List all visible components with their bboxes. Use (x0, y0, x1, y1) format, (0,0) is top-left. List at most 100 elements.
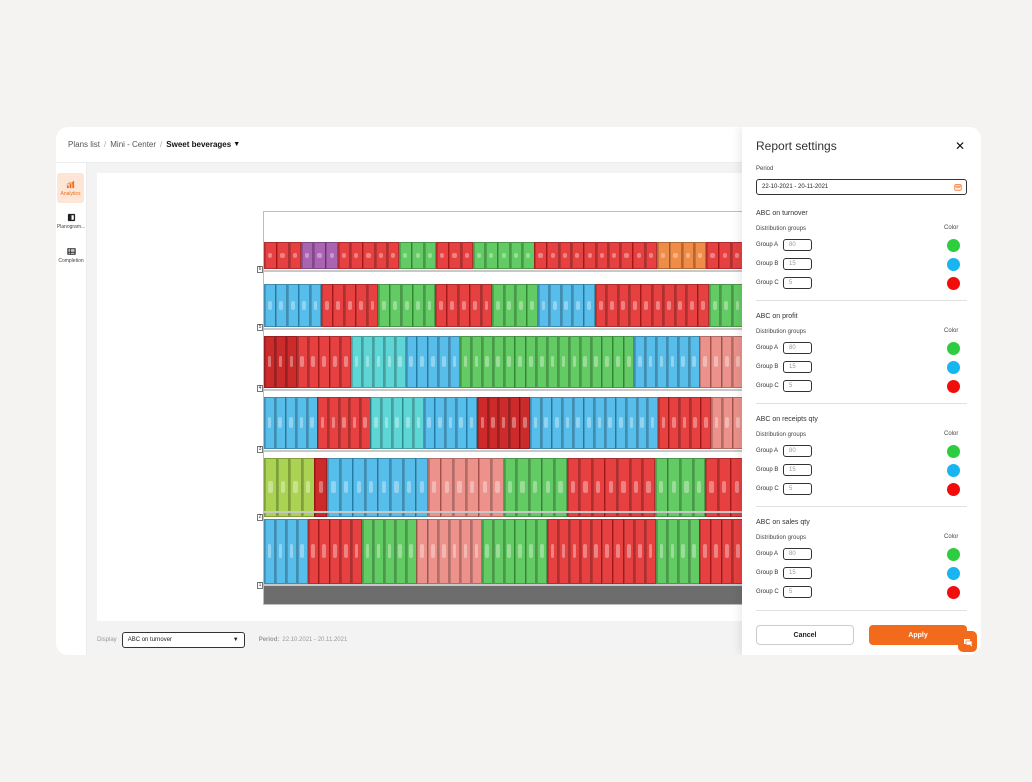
product-facing[interactable] (547, 519, 559, 584)
product-facing[interactable] (372, 336, 385, 388)
product-facing[interactable] (699, 336, 711, 388)
breadcrumb-current[interactable]: Sweet beverages (166, 140, 232, 149)
product-facing[interactable] (306, 397, 318, 449)
product-facing[interactable] (274, 519, 287, 584)
product-facing[interactable] (623, 519, 635, 584)
product-facing[interactable] (629, 458, 643, 517)
product-facing[interactable] (307, 336, 319, 388)
product-facing[interactable] (264, 397, 275, 449)
product-facing[interactable] (669, 242, 682, 269)
group-color-swatch[interactable] (947, 586, 960, 599)
product-facing[interactable] (314, 458, 328, 517)
product-facing[interactable] (677, 336, 689, 388)
product-facing[interactable] (412, 284, 424, 327)
product-facing[interactable] (340, 336, 352, 388)
product-facing[interactable] (276, 242, 289, 269)
product-facing[interactable] (466, 397, 478, 449)
product-facing[interactable] (593, 397, 605, 449)
product-facing[interactable] (332, 284, 345, 327)
product-facing[interactable] (625, 397, 637, 449)
product-facing[interactable] (528, 458, 542, 517)
product-facing[interactable] (666, 519, 678, 584)
period-date-input[interactable]: 22-10-2021 - 20-11-2021 (756, 179, 967, 195)
product-facing[interactable] (547, 336, 559, 388)
product-facing[interactable] (327, 397, 339, 449)
product-facing[interactable] (579, 458, 593, 517)
product-facing[interactable] (435, 242, 449, 269)
product-facing[interactable] (503, 519, 515, 584)
product-facing[interactable] (405, 519, 417, 584)
product-facing[interactable] (541, 458, 555, 517)
product-facing[interactable] (449, 336, 461, 388)
product-facing[interactable] (708, 284, 721, 327)
product-facing[interactable] (399, 242, 412, 269)
product-facing[interactable] (654, 458, 668, 517)
group-percent-input[interactable]: 15 (783, 567, 812, 579)
product-facing[interactable] (285, 519, 297, 584)
product-facing[interactable] (591, 458, 605, 517)
product-facing[interactable] (386, 242, 400, 269)
product-facing[interactable] (440, 458, 454, 517)
product-facing[interactable] (383, 336, 395, 388)
product-facing[interactable] (423, 284, 436, 327)
group-color-swatch[interactable] (947, 445, 960, 458)
product-facing[interactable] (459, 336, 472, 388)
product-facing[interactable] (400, 284, 413, 327)
product-facing[interactable] (595, 242, 609, 269)
product-facing[interactable] (361, 336, 374, 388)
product-facing[interactable] (668, 397, 680, 449)
product-facing[interactable] (296, 336, 308, 388)
product-facing[interactable] (557, 519, 570, 584)
product-facing[interactable] (394, 519, 406, 584)
product-facing[interactable] (697, 284, 710, 327)
product-facing[interactable] (402, 458, 416, 517)
product-facing[interactable] (364, 458, 378, 517)
product-facing[interactable] (285, 397, 297, 449)
product-facing[interactable] (459, 519, 472, 584)
product-facing[interactable] (349, 242, 363, 269)
product-facing[interactable] (705, 458, 719, 517)
product-facing[interactable] (681, 242, 695, 269)
group-color-swatch[interactable] (947, 548, 960, 561)
product-facing[interactable] (276, 458, 290, 517)
group-percent-input[interactable]: 80 (783, 548, 812, 560)
group-percent-input[interactable]: 5 (783, 380, 812, 392)
group-color-swatch[interactable] (947, 567, 960, 580)
product-facing[interactable] (534, 242, 547, 269)
group-color-swatch[interactable] (947, 464, 960, 477)
product-facing[interactable] (377, 458, 391, 517)
product-facing[interactable] (321, 284, 333, 327)
product-facing[interactable] (402, 397, 414, 449)
product-facing[interactable] (549, 284, 561, 327)
product-facing[interactable] (264, 284, 276, 327)
product-facing[interactable] (492, 336, 504, 388)
group-percent-input[interactable]: 5 (783, 277, 812, 289)
product-facing[interactable] (327, 458, 340, 517)
product-facing[interactable] (295, 397, 307, 449)
product-facing[interactable] (590, 519, 602, 584)
product-facing[interactable] (361, 519, 374, 584)
display-select[interactable]: ABC on turnover ▼ (121, 632, 245, 648)
product-facing[interactable] (372, 519, 385, 584)
product-facing[interactable] (557, 336, 570, 388)
product-facing[interactable] (313, 242, 326, 269)
product-facing[interactable] (601, 519, 613, 584)
product-facing[interactable] (693, 242, 707, 269)
product-facing[interactable] (583, 397, 595, 449)
product-facing[interactable] (604, 458, 618, 517)
product-facing[interactable] (706, 242, 719, 269)
product-facing[interactable] (355, 284, 367, 327)
group-percent-input[interactable]: 80 (783, 445, 812, 457)
product-facing[interactable] (566, 458, 580, 517)
product-facing[interactable] (579, 336, 591, 388)
product-facing[interactable] (601, 336, 613, 388)
group-color-swatch[interactable] (947, 239, 960, 252)
product-facing[interactable] (540, 397, 552, 449)
product-facing[interactable] (340, 519, 352, 584)
product-facing[interactable] (338, 397, 350, 449)
product-facing[interactable] (264, 336, 276, 388)
product-facing[interactable] (536, 336, 548, 388)
product-facing[interactable] (509, 242, 523, 269)
product-facing[interactable] (329, 519, 341, 584)
product-facing[interactable] (699, 519, 711, 584)
